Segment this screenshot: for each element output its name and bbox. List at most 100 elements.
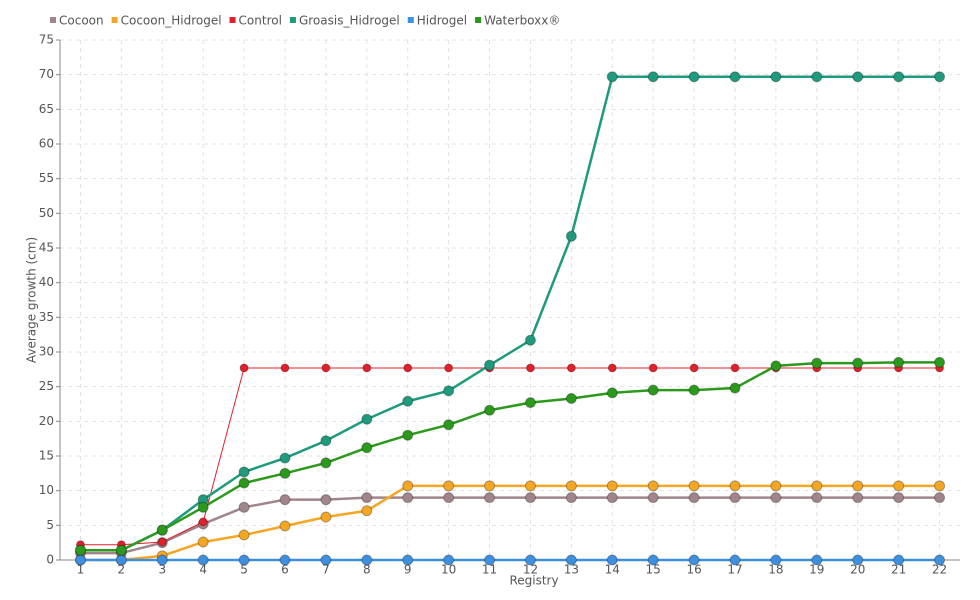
- data-point: [279, 494, 291, 506]
- data-point: [934, 480, 946, 492]
- data-point: [402, 395, 414, 407]
- data-point: [238, 477, 250, 489]
- data-point: [852, 492, 864, 504]
- x-tick-label: 13: [564, 563, 579, 577]
- data-point: [156, 524, 168, 536]
- data-point: [730, 363, 740, 373]
- data-point: [197, 554, 209, 566]
- y-tick-label: 50: [39, 206, 54, 220]
- data-point: [811, 71, 823, 83]
- data-point: [320, 511, 332, 523]
- y-tick-label: 15: [39, 449, 54, 463]
- data-point: [770, 492, 782, 504]
- series-line: [80, 496, 940, 555]
- data-point: [361, 413, 373, 425]
- data-point: [320, 494, 332, 506]
- data-point: [484, 480, 496, 492]
- data-point: [934, 71, 946, 83]
- x-tick-label: 7: [322, 563, 330, 577]
- data-point: [484, 554, 496, 566]
- data-point: [565, 392, 577, 404]
- data-point: [606, 554, 618, 566]
- x-tick-label: 10: [441, 563, 456, 577]
- data-point: [524, 492, 536, 504]
- data-point: [320, 435, 332, 447]
- data-point: [688, 492, 700, 504]
- data-point: [729, 382, 741, 394]
- legend-swatch: [289, 17, 296, 23]
- legend-swatch: [407, 17, 414, 23]
- x-tick-label: 8: [363, 563, 371, 577]
- data-point: [566, 363, 576, 373]
- data-point: [893, 554, 905, 566]
- data-point: [524, 334, 536, 346]
- data-point: [688, 554, 700, 566]
- data-point: [689, 363, 699, 373]
- data-point: [729, 71, 741, 83]
- data-point: [565, 554, 577, 566]
- data-point: [647, 554, 659, 566]
- data-point: [74, 554, 86, 566]
- legend-label: Hidrogel: [417, 14, 467, 28]
- data-point: [74, 544, 86, 556]
- data-point: [811, 357, 823, 369]
- data-point: [197, 501, 209, 513]
- data-point: [934, 492, 946, 504]
- data-point: [238, 554, 250, 566]
- data-point: [524, 397, 536, 409]
- legend-label: Cocoon: [59, 14, 104, 28]
- data-point: [443, 554, 455, 566]
- data-point: [770, 480, 782, 492]
- data-point: [893, 356, 905, 368]
- data-point: [238, 466, 250, 478]
- data-point: [320, 457, 332, 469]
- data-point: [647, 71, 659, 83]
- x-tick-label: 14: [605, 563, 620, 577]
- data-point: [811, 554, 823, 566]
- y-tick-label: 0: [46, 553, 54, 567]
- y-tick-label: 55: [39, 171, 54, 185]
- data-point: [524, 554, 536, 566]
- data-point: [688, 71, 700, 83]
- data-point: [279, 467, 291, 479]
- data-point: [852, 71, 864, 83]
- x-tick-label: 12: [523, 563, 538, 577]
- data-point: [606, 71, 618, 83]
- data-point: [852, 357, 864, 369]
- data-point: [525, 363, 535, 373]
- x-tick-label: 5: [240, 563, 248, 577]
- data-point: [361, 554, 373, 566]
- data-point: [524, 480, 536, 492]
- data-point: [934, 356, 946, 368]
- data-point: [198, 517, 208, 527]
- x-tick-label: 3: [158, 563, 166, 577]
- x-tick-label: 1: [77, 563, 85, 577]
- data-point: [811, 480, 823, 492]
- series-line: [80, 367, 940, 546]
- data-point: [688, 480, 700, 492]
- data-point: [606, 492, 618, 504]
- y-tick-label: 5: [46, 518, 54, 532]
- data-point: [279, 452, 291, 464]
- y-tick-label: 20: [39, 414, 54, 428]
- data-point: [729, 492, 741, 504]
- data-point: [648, 363, 658, 373]
- data-point: [770, 554, 782, 566]
- series-line: [80, 484, 940, 562]
- y-tick-label: 75: [39, 33, 54, 47]
- data-point: [238, 529, 250, 541]
- x-tick-label: 22: [932, 563, 947, 577]
- data-point: [770, 360, 782, 372]
- data-point: [156, 554, 168, 566]
- legend-swatch: [229, 17, 236, 23]
- data-point: [484, 359, 496, 371]
- data-point: [729, 554, 741, 566]
- y-tick-label: 60: [39, 137, 54, 151]
- data-point: [239, 363, 249, 373]
- data-point: [606, 480, 618, 492]
- y-tick-label: 45: [39, 241, 54, 255]
- data-point: [893, 71, 905, 83]
- data-point: [443, 492, 455, 504]
- data-point: [729, 480, 741, 492]
- data-point: [811, 492, 823, 504]
